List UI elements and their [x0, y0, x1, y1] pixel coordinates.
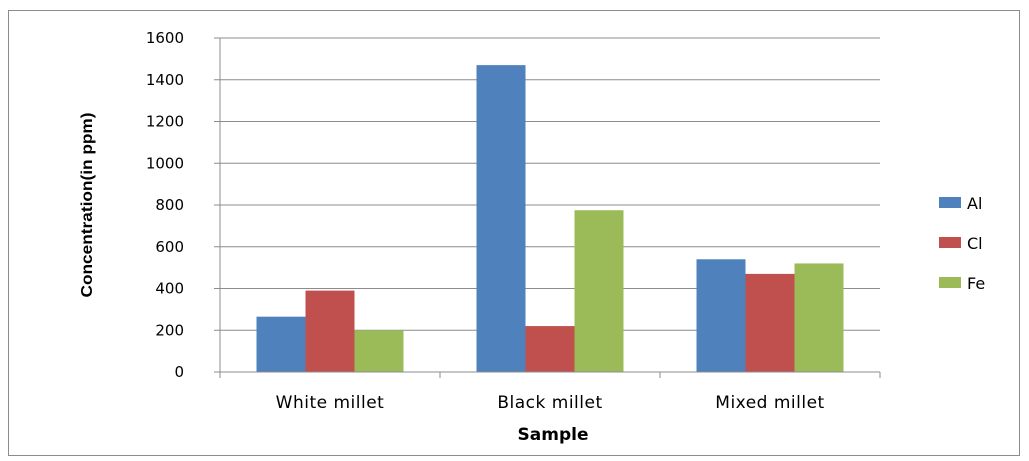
legend-swatch-al — [939, 197, 961, 208]
x-tick-labels: White millet Black millet Mixed millet — [276, 393, 825, 413]
y-tick-label: 800 — [155, 196, 184, 214]
bar-fe-mixed-millet — [794, 263, 844, 372]
axes — [219, 38, 881, 378]
legend-swatch-fe — [939, 277, 961, 288]
legend-label-cl: Cl — [967, 234, 983, 253]
bar-al-black-millet — [476, 65, 526, 372]
bar-al-white-millet — [256, 316, 306, 372]
y-tick-label: 200 — [155, 321, 184, 339]
legend-label-fe: Fe — [967, 274, 985, 293]
y-tick-labels: 0 200 400 600 800 1000 1200 1400 1600 — [146, 29, 184, 381]
y-axis-title: Concentration(in ppm) — [79, 113, 96, 298]
x-tick-label: Black millet — [497, 393, 602, 413]
legend: Al Cl Fe — [939, 194, 985, 293]
legend-swatch-cl — [939, 237, 961, 248]
bar-al-mixed-millet — [696, 259, 746, 372]
bar-fe-white-millet — [354, 330, 404, 372]
y-tick-label: 1600 — [146, 29, 184, 47]
y-tick-label: 1200 — [146, 113, 184, 131]
bar-cl-white-millet — [305, 290, 355, 372]
bar-cl-black-millet — [525, 326, 575, 372]
bars — [256, 65, 844, 372]
y-tick-label: 600 — [155, 238, 184, 256]
bar-fe-black-millet — [574, 210, 624, 372]
y-tick-label: 1400 — [146, 71, 184, 89]
y-tick-label: 1000 — [146, 154, 184, 172]
y-tick-label: 400 — [155, 280, 184, 298]
x-tick-label: White millet — [276, 393, 385, 413]
y-tick-label: 0 — [174, 363, 184, 381]
x-tick-label: Mixed millet — [715, 393, 824, 413]
x-axis-title: Sample — [518, 425, 589, 445]
legend-label-al: Al — [967, 194, 982, 213]
bar-cl-mixed-millet — [745, 273, 795, 372]
